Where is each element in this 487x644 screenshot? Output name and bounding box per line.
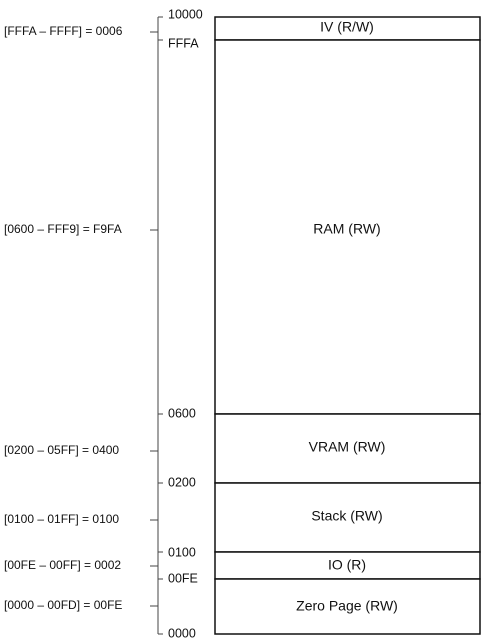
block-label-ram: RAM (RW) <box>313 221 380 237</box>
block-io <box>214 551 481 580</box>
addr-label-0100: 0100 <box>168 545 196 559</box>
block-zero-page <box>214 578 481 635</box>
block-ram <box>214 39 481 415</box>
block-label-iv: IV (R/W) <box>320 19 374 35</box>
axis-ticks <box>150 16 163 635</box>
range-label-io: [00FE – 00FF] = 0002 <box>4 558 121 572</box>
block-label-vram: VRAM (RW) <box>309 439 386 455</box>
block-label-zero-page: Zero Page (RW) <box>296 598 398 614</box>
range-label-vram: [0200 – 05FF] = 0400 <box>4 443 119 457</box>
addr-label-fffa: FFFA <box>168 36 199 50</box>
addr-label-0000: 0000 <box>168 626 196 640</box>
range-label-iv: [FFFA – FFFF] = 0006 <box>4 24 123 38</box>
range-label-stack: [0100 – 01FF] = 0100 <box>4 512 119 526</box>
addr-label-0600: 0600 <box>168 406 196 420</box>
block-stack <box>214 482 481 553</box>
range-label-ram: [0600 – FFF9] = F9FA <box>4 222 122 236</box>
addr-label-10000: 10000 <box>168 7 203 21</box>
addr-label-0200: 0200 <box>168 475 196 489</box>
addr-label-00fe: 00FE <box>168 571 198 585</box>
range-label-zero-page: [0000 – 00FD] = 00FE <box>4 598 122 612</box>
block-label-stack: Stack (RW) <box>311 508 382 524</box>
block-label-io: IO (R) <box>328 557 366 573</box>
memory-blocks <box>214 16 481 635</box>
block-vram <box>214 413 481 484</box>
